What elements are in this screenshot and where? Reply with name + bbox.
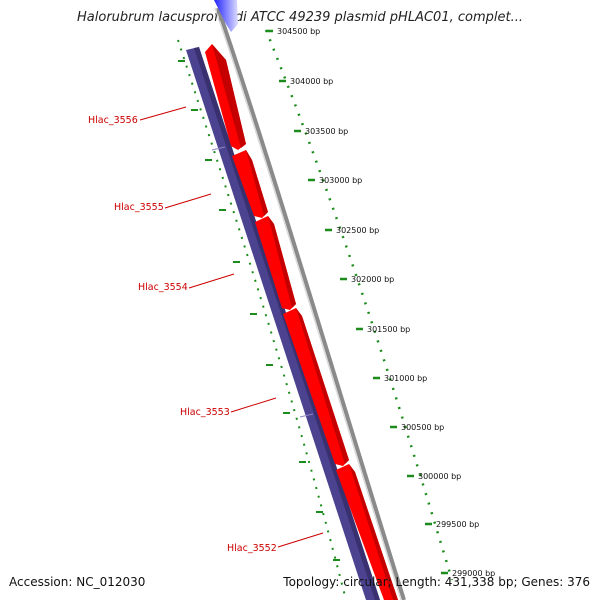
forward-cds-arrow-2-shade — [246, 150, 268, 216]
gene-leader-line — [188, 273, 235, 289]
gene-label-hlac-3552[interactable]: Hlac_3552 — [227, 543, 277, 554]
scale-label-301000: 301000 bp — [384, 374, 427, 383]
topology-text: Topology: circular; Length: 431,338 bp; … — [283, 575, 590, 589]
forward-cds-arrow-4-shade — [296, 308, 349, 464]
scale-label-301500: 301500 bp — [367, 325, 410, 334]
scale-label-300500: 300500 bp — [401, 423, 444, 432]
inner-scale-ticks — [178, 60, 340, 561]
reverse-cds-boundary-1 — [211, 146, 226, 151]
map-title: Halorubrum lacusprofundi ATCC 49239 plas… — [77, 10, 523, 25]
gene-label-hlac-3555[interactable]: Hlac_3555 — [114, 202, 164, 213]
scale-label-303500: 303500 bp — [305, 127, 348, 136]
inner-scale-track — [177, 39, 347, 600]
gene-label-hlac-3556[interactable]: Hlac_3556 — [88, 115, 138, 126]
gene-leader-line — [164, 193, 212, 209]
scale-label-300000: 300000 bp — [418, 472, 461, 481]
forward-cds-arrow-3 — [255, 216, 296, 310]
scale-label-304500: 304500 bp — [277, 27, 320, 36]
gene-label-group-hlac-3554[interactable]: Hlac_3554 — [138, 273, 235, 293]
forward-cds-arrow-4 — [283, 308, 349, 466]
accession-text: Accession: NC_012030 — [9, 575, 146, 589]
forward-cds-arrow-5-shade — [349, 464, 398, 600]
scale-label-304000: 304000 bp — [290, 77, 333, 86]
forward-cds-arrow-3-shade — [268, 216, 296, 308]
gene-leader-line — [230, 397, 277, 413]
gene-label-group-hlac-3552[interactable]: Hlac_3552 — [227, 532, 324, 554]
gene-leader-line — [139, 106, 187, 121]
outer-scale-ticks — [266, 29, 448, 575]
forward-cds-arrow-1-shade — [212, 44, 246, 148]
gene-leader-line — [277, 532, 324, 548]
scale-label-302500: 302500 bp — [336, 226, 379, 235]
forward-cds-arrow-2 — [232, 150, 268, 218]
gene-label-group-hlac-3556[interactable]: Hlac_3556 — [88, 106, 187, 126]
gene-label-hlac-3554[interactable]: Hlac_3554 — [138, 282, 188, 293]
backbone-highlight — [214, 7, 402, 600]
gene-label-hlac-3553[interactable]: Hlac_3553 — [180, 407, 230, 418]
scale-label-303000: 303000 bp — [319, 176, 362, 185]
outer-scale-track — [264, 29, 454, 581]
reverse-cds-boundary-2 — [299, 413, 314, 418]
gene-label-group-hlac-3555[interactable]: Hlac_3555 — [114, 193, 212, 213]
scale-label-299000: 299000 bp — [452, 569, 495, 578]
backbone-line — [216, 7, 406, 600]
scale-label-302000: 302000 bp — [351, 275, 394, 284]
forward-feature-top — [214, 0, 238, 32]
scale-label-299500: 299500 bp — [436, 520, 479, 529]
gene-label-group-hlac-3553[interactable]: Hlac_3553 — [180, 397, 277, 418]
